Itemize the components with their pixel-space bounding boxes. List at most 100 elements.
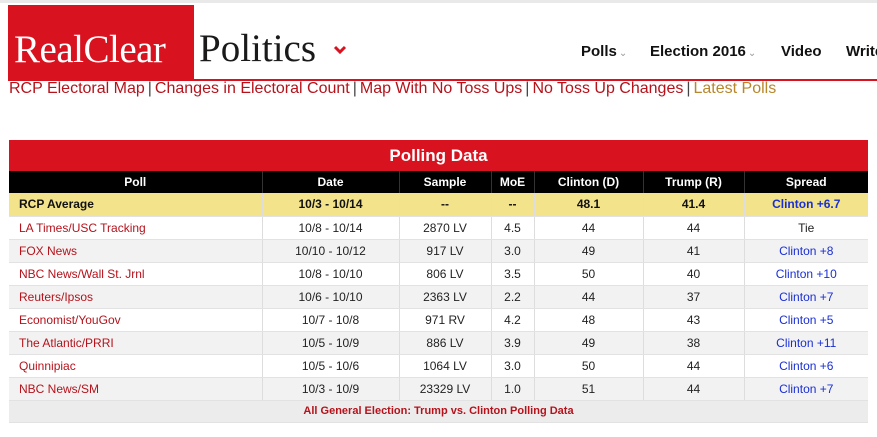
nav-item-polls[interactable]: Polls ⌄ <box>581 43 628 60</box>
spread-value: Clinton +5 <box>779 312 834 327</box>
header-divider <box>194 79 877 81</box>
cell-clinton: 48 <box>533 308 643 332</box>
poll-link[interactable]: LA Times/USC Tracking <box>19 220 146 235</box>
link-all-polling-data[interactable]: All General Election: Trump vs. Clinton … <box>303 405 574 417</box>
link-map-no-toss-ups[interactable]: Map With No Toss Ups <box>359 80 523 97</box>
spread-value: Clinton +6.7 <box>772 197 841 212</box>
cell-trump: 40 <box>642 262 744 286</box>
cell-poll: Economist/YouGov <box>9 308 262 332</box>
cell-spread: Clinton +7 <box>743 377 868 401</box>
cell-poll: NBC News/Wall St. Jrnl <box>9 262 262 286</box>
col-header-clinton[interactable]: Clinton (D) <box>533 171 643 193</box>
table-row: Quinnipiac 10/5 - 10/6 1064 LV 3.0 50 44 Clint… <box>9 354 868 378</box>
poll-link[interactable]: NBC News/SM <box>19 381 100 396</box>
logo-text-politics[interactable]: Politics <box>199 27 317 70</box>
poll-link[interactable]: FOX News <box>19 243 78 258</box>
spread-value: Clinton +7 <box>779 381 834 396</box>
polling-data-table: Polling Data Poll Date Sample MoE Clinto… <box>9 140 868 423</box>
col-header-sample[interactable]: Sample <box>398 171 491 193</box>
col-header-trump[interactable]: Trump (R) <box>642 171 744 193</box>
cell-moe: 3.5 <box>490 262 534 286</box>
cell-sample: -- <box>398 193 491 217</box>
poll-link[interactable]: Reuters/Ipsos <box>19 289 94 304</box>
footer-cell: All General Election: Trump vs. Clinton … <box>9 400 868 423</box>
cell-poll: FOX News <box>9 239 262 263</box>
nav-item-video[interactable]: Video <box>781 43 822 60</box>
cell-spread: Clinton +7 <box>743 285 868 309</box>
cell-sample: 1064 LV <box>398 354 491 378</box>
logo-text-realclear[interactable]: RealClear <box>14 28 166 71</box>
cell-sample: 2870 LV <box>398 216 491 240</box>
spread-value: Clinton +8 <box>779 243 834 258</box>
cell-spread: Clinton +11 <box>743 331 868 355</box>
cell-date: 10/3 - 10/9 <box>261 377 399 401</box>
cell-clinton: 49 <box>533 239 643 263</box>
rcp-average-row: RCP Average 10/3 - 10/14 -- -- 48.1 41.4… <box>9 193 868 217</box>
table-row: Reuters/Ipsos 10/6 - 10/10 2363 LV 2.2 44 37 C… <box>9 285 868 309</box>
nav-item-election-2016[interactable]: Election 2016 ⌄ <box>650 43 757 60</box>
spread-value: Tie <box>798 220 815 235</box>
cell-poll: Quinnipiac <box>9 354 262 378</box>
table-header-row: Poll Date Sample MoE Clinton (D) Trump (… <box>9 171 868 193</box>
link-changes-in-electoral-count[interactable]: Changes in Electoral Count <box>154 80 350 97</box>
cell-date: 10/8 - 10/14 <box>261 216 399 240</box>
cell-poll: RCP Average <box>9 193 262 217</box>
col-header-poll[interactable]: Poll <box>9 171 262 193</box>
cell-date: 10/5 - 10/9 <box>261 331 399 355</box>
poll-link[interactable]: The Atlantic/PRRI <box>19 335 114 350</box>
poll-link[interactable]: Quinnipiac <box>19 358 76 373</box>
cell-moe: 3.9 <box>490 331 534 355</box>
table-row: FOX News 10/10 - 10/12 917 LV 3.0 49 41 Clinto… <box>9 239 868 263</box>
col-header-spread[interactable]: Spread <box>743 171 868 193</box>
cell-spread: Clinton +10 <box>743 262 868 286</box>
top-border <box>0 0 877 3</box>
link-latest-polls[interactable]: Latest Polls <box>693 80 777 97</box>
cell-moe: 3.0 <box>490 354 534 378</box>
table-row: Economist/YouGov 10/7 - 10/8 971 RV 4.2 48 43… <box>9 308 868 332</box>
site-header: RealClear Politics Polls ⌄ Election 2016 ⌄… <box>0 3 877 83</box>
table-row: NBC News/SM 10/3 - 10/9 23329 LV 1.0 51 44 Cli… <box>9 377 868 401</box>
cell-poll: LA Times/USC Tracking <box>9 216 262 240</box>
poll-link[interactable]: NBC News/Wall St. Jrnl <box>19 266 145 281</box>
poll-link[interactable]: Economist/YouGov <box>19 312 121 327</box>
link-rcp-electoral-map[interactable]: RCP Electoral Map <box>9 80 145 97</box>
cell-trump: 41.4 <box>642 193 744 217</box>
cell-trump: 38 <box>642 331 744 355</box>
cell-moe: 1.0 <box>490 377 534 401</box>
separator: | <box>686 80 691 97</box>
caret-down-icon: ⌄ <box>618 48 628 59</box>
cell-trump: 44 <box>642 216 744 240</box>
caret-down-icon: ⌄ <box>747 48 757 59</box>
col-header-moe[interactable]: MoE <box>490 171 534 193</box>
separator: | <box>525 80 530 97</box>
separator: | <box>352 80 357 97</box>
cell-sample: 886 LV <box>398 331 491 355</box>
nav-item-write[interactable]: Write <box>846 43 877 60</box>
cell-date: 10/8 - 10/10 <box>261 262 399 286</box>
link-no-toss-up-changes[interactable]: No Toss Up Changes <box>532 80 684 97</box>
cell-clinton: 51 <box>533 377 643 401</box>
cell-clinton: 50 <box>533 354 643 378</box>
cell-spread: Clinton +6.7 <box>743 193 868 217</box>
logo-block[interactable] <box>8 5 194 81</box>
cell-trump: 44 <box>642 354 744 378</box>
cell-sample: 806 LV <box>398 262 491 286</box>
cell-moe: 3.0 <box>490 239 534 263</box>
cell-clinton: 50 <box>533 262 643 286</box>
cell-spread: Clinton +5 <box>743 308 868 332</box>
cell-clinton: 48.1 <box>533 193 643 217</box>
table-row: LA Times/USC Tracking 10/8 - 10/14 2870 LV… <box>9 216 868 240</box>
cell-clinton: 44 <box>533 216 643 240</box>
table-row: NBC News/Wall St. Jrnl 10/8 - 10/10 806 LV… <box>9 262 868 286</box>
table-footer-row: All General Election: Trump vs. Clinton … <box>9 400 868 423</box>
cell-sample: 23329 LV <box>398 377 491 401</box>
cell-trump: 37 <box>642 285 744 309</box>
cell-poll: NBC News/SM <box>9 377 262 401</box>
cell-moe: 2.2 <box>490 285 534 309</box>
spread-value: Clinton +10 <box>775 266 837 281</box>
col-header-date[interactable]: Date <box>261 171 399 193</box>
cell-poll: The Atlantic/PRRI <box>9 331 262 355</box>
cell-trump: 41 <box>642 239 744 263</box>
cell-spread: Clinton +6 <box>743 354 868 378</box>
chevron-down-icon[interactable] <box>333 45 347 55</box>
